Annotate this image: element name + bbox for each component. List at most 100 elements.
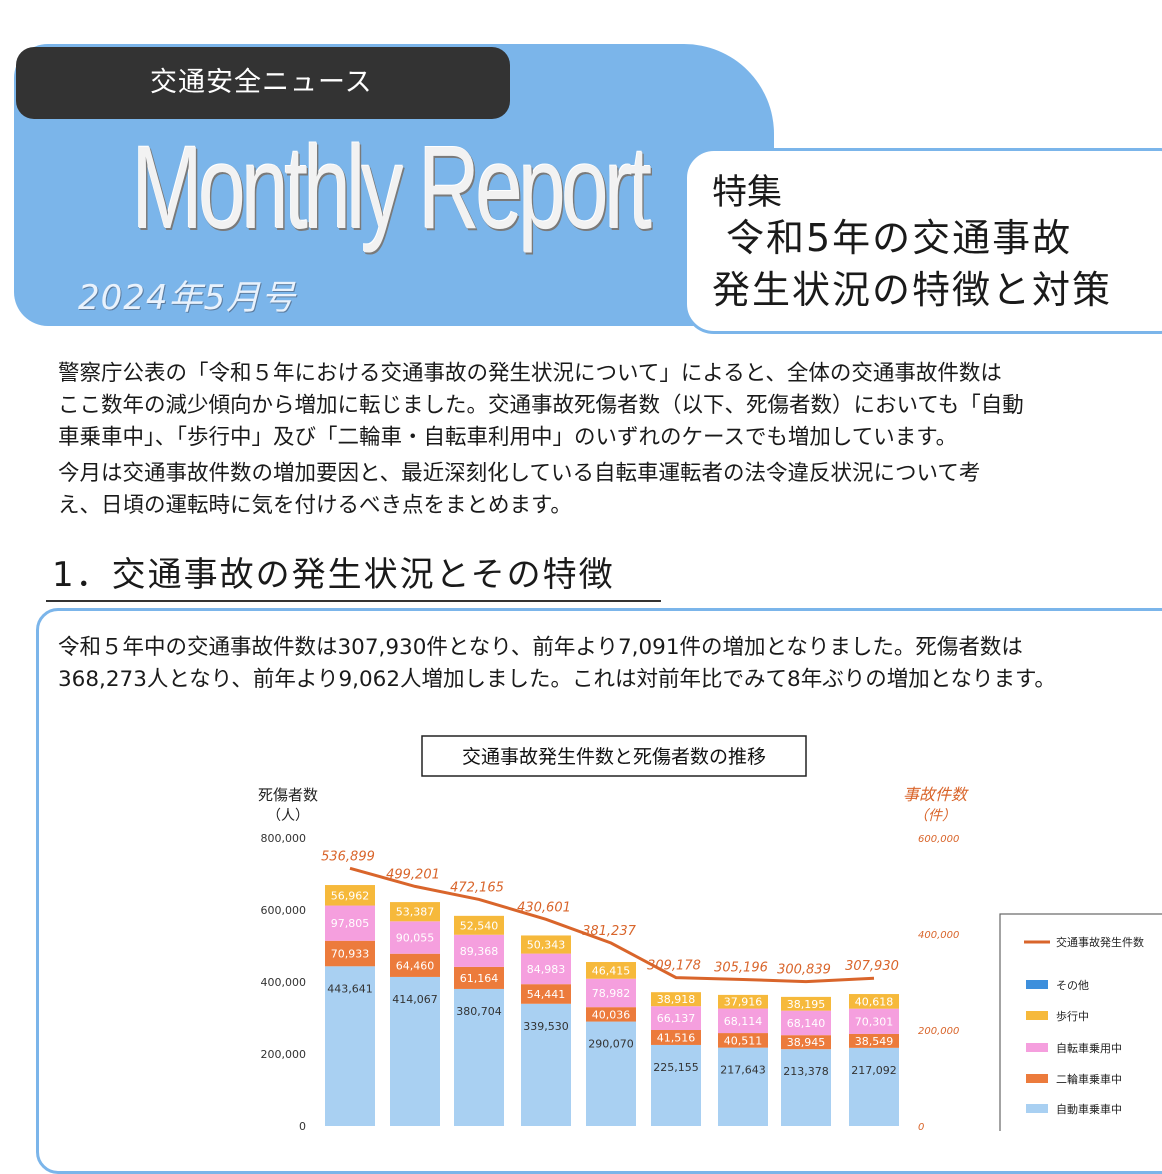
- bar-data-label: 89,368: [460, 945, 499, 958]
- line-data-label: 309,178: [647, 959, 701, 974]
- bar-segment: [781, 1010, 831, 1036]
- bar-segment: [454, 934, 504, 967]
- y-right-tick-label: 0: [918, 1122, 924, 1131]
- bar-segment: [521, 984, 571, 1004]
- bar-data-label: 61,164: [460, 972, 499, 985]
- bar-data-label: 38,918: [657, 993, 696, 1006]
- bar-segment: [651, 1029, 701, 1045]
- intro-line: 警察庁公表の「令和５年における交通事故の発生状況について」によると、全体の交通事…: [58, 361, 1002, 386]
- bar-segment: [718, 1033, 768, 1048]
- bar-data-label: 66,137: [657, 1012, 696, 1025]
- bar-segment: [390, 976, 440, 1126]
- line-data-label: 305,196: [714, 961, 768, 976]
- bar-segment: [454, 988, 504, 1126]
- bar-data-label: 64,460: [396, 959, 435, 972]
- legend-label: 自転車乗用中: [1056, 1041, 1122, 1055]
- bar-segment: [651, 1006, 701, 1030]
- line-data-label: 381,237: [582, 924, 636, 939]
- bar-data-label: 90,055: [396, 932, 435, 945]
- chart-title-box: [421, 735, 807, 777]
- bar-segment: [849, 1008, 899, 1034]
- y-right-tick-label: 600,000: [918, 834, 959, 845]
- bar-segment: [586, 1021, 636, 1126]
- feature-label: 特集: [712, 173, 783, 213]
- section-line: 令和５年中の交通事故件数は307,930件となり、前年より7,091件の増加とな…: [58, 635, 1023, 660]
- bar-data-label: 339,530: [523, 1020, 569, 1033]
- issue-date: 2024年5月号: [78, 278, 297, 318]
- line-data-label: 307,930: [845, 959, 899, 974]
- bar-data-label: 84,983: [527, 963, 566, 976]
- bar-segment: [781, 1049, 831, 1126]
- legend-swatch: [1026, 1104, 1048, 1113]
- bar-segment: [849, 994, 899, 1009]
- bar-segment: [849, 1047, 899, 1126]
- bar-segment: [586, 962, 636, 979]
- bar-segment: [781, 1035, 831, 1050]
- bar-data-label: 70,301: [855, 1015, 894, 1028]
- bar-segment: [454, 915, 504, 935]
- bar-data-label: 414,067: [392, 993, 438, 1006]
- bar-data-label: 38,945: [787, 1036, 826, 1049]
- bar-data-label: 40,511: [724, 1034, 763, 1047]
- chart-title: 交通事故発生件数と死傷者数の推移: [462, 746, 766, 768]
- bar-segment: [454, 966, 504, 989]
- bar-segment: [390, 953, 440, 977]
- bar-data-label: 38,195: [787, 998, 826, 1011]
- line-data-label: 300,839: [777, 963, 831, 978]
- bar-data-label: 380,704: [456, 1005, 502, 1018]
- bar-data-label: 97,805: [331, 917, 370, 930]
- intro-line: え、日頃の運転時に気を付けるべき点をまとめます。: [58, 493, 572, 518]
- intro-text: 警察庁公表の「令和５年における交通事故の発生状況について」によると、全体の交通事…: [58, 358, 1158, 526]
- bar-segment: [718, 1047, 768, 1126]
- legend-label: その他: [1056, 979, 1089, 992]
- bar-data-label: 53,387: [396, 906, 435, 919]
- bar-segment: [325, 966, 375, 1126]
- newsletter-tag: 交通安全ニュース: [16, 47, 510, 119]
- legend-label: 二輪車乗車中: [1056, 1072, 1122, 1086]
- bar-data-label: 68,114: [724, 1015, 763, 1028]
- legend-box: [999, 913, 1162, 1131]
- bar-data-label: 56,962: [331, 889, 370, 902]
- bar-segment: [390, 902, 440, 922]
- accident-count-line: [349, 866, 875, 984]
- intro-paragraph-2: 今月は交通事故件数の増加要因と、最近深刻化している自転車運転者の法令違反状況につ…: [58, 458, 1158, 522]
- bar-segment: [390, 921, 440, 954]
- bar-data-label: 225,155: [653, 1061, 699, 1074]
- bar-segment: [521, 935, 571, 954]
- intro-line: ここ数年の減少傾向から増加に転じました。交通事故死傷者数（以下、死傷者数）におい…: [58, 393, 1024, 418]
- legend-label: 歩行中: [1056, 1009, 1089, 1023]
- legend-swatch: [1026, 980, 1048, 989]
- bar-segment: [325, 885, 375, 906]
- bar-data-label: 52,540: [460, 919, 499, 932]
- bar-data-label: 443,641: [327, 982, 373, 995]
- bar-data-label: 37,916: [724, 996, 763, 1009]
- y-right-tick-label: 400,000: [918, 930, 959, 941]
- line-data-label: 499,201: [386, 867, 440, 882]
- y-right-axis-unit: （件）: [914, 808, 956, 824]
- y-left-tick-label: 200,000: [261, 1048, 307, 1061]
- bar-segment: [586, 1007, 636, 1022]
- bar-segment: [781, 996, 831, 1011]
- intro-paragraph-1: 警察庁公表の「令和５年における交通事故の発生状況について」によると、全体の交通事…: [58, 358, 1158, 454]
- legend-swatch: [1026, 1074, 1048, 1083]
- y-left-tick-label: 600,000: [261, 904, 307, 917]
- bar-segment: [586, 978, 636, 1008]
- bar-segment: [651, 1044, 701, 1126]
- bar-data-label: 40,618: [855, 995, 894, 1008]
- masthead-title: Monthly Report: [132, 122, 652, 254]
- intro-line: 今月は交通事故件数の増加要因と、最近深刻化している自転車運転者の法令違反状況につ…: [58, 461, 981, 486]
- bar-segment: [521, 953, 571, 985]
- bar-data-label: 70,933: [331, 948, 370, 961]
- y-left-axis-label: 死傷者数: [258, 786, 318, 804]
- y-left-tick-label: 0: [299, 1120, 306, 1131]
- legend-swatch: [1026, 1011, 1048, 1020]
- bar-data-label: 46,415: [592, 964, 631, 977]
- bar-data-label: 40,036: [592, 1008, 631, 1021]
- bar-segment: [325, 905, 375, 941]
- y-left-tick-label: 800,000: [261, 832, 307, 845]
- bar-data-label: 217,643: [720, 1064, 766, 1077]
- bar-segment: [521, 1003, 571, 1126]
- bar-segment: [718, 994, 768, 1009]
- y-right-tick-label: 200,000: [918, 1026, 959, 1037]
